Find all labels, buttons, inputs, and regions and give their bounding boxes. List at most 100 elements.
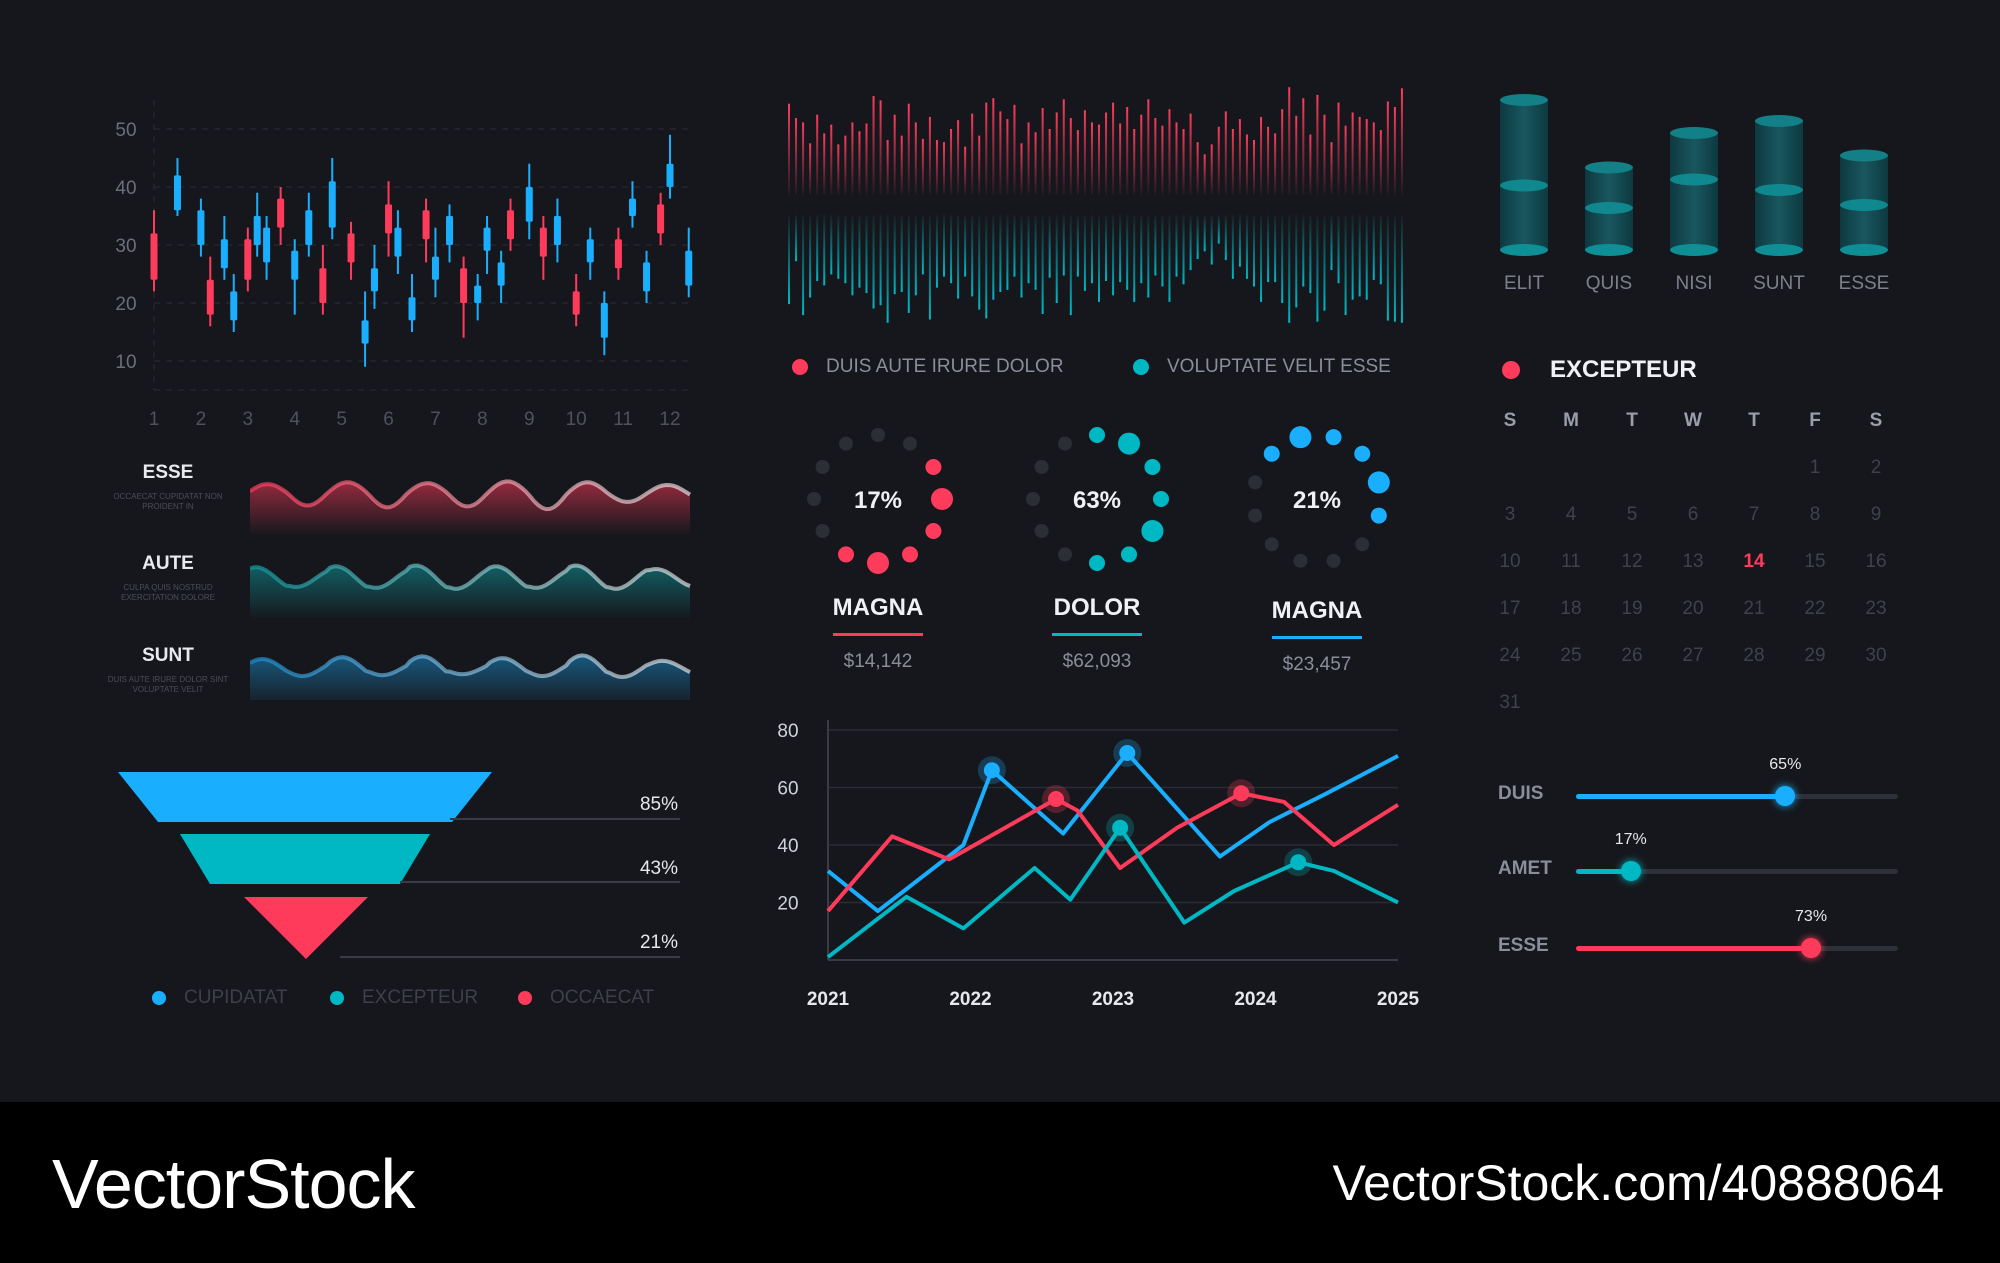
- calendar-weekday: W: [1684, 410, 1702, 431]
- calendar-day[interactable]: 25: [1560, 645, 1582, 666]
- spectrum-bar-cyan: [1133, 215, 1136, 302]
- spectrum-bar-red: [1253, 140, 1255, 195]
- cylinder-body: [1500, 100, 1548, 250]
- spectrum-bar-cyan: [1274, 215, 1277, 283]
- wave-line: [250, 479, 692, 512]
- calendar-day[interactable]: 9: [1870, 504, 1882, 525]
- spectrum-bar-cyan: [816, 215, 819, 281]
- slider-knob[interactable]: [1620, 861, 1641, 881]
- wave-subtitle: OCCAECAT CUPIDATAT NON PROIDENT IN: [113, 492, 223, 511]
- calendar-day[interactable]: 29: [1804, 645, 1826, 666]
- calendar-day[interactable]: 5: [1626, 504, 1638, 525]
- calendar-day[interactable]: 13: [1682, 551, 1704, 572]
- y-tick-label: 30: [115, 236, 136, 257]
- calendar-day[interactable]: 18: [1560, 598, 1582, 619]
- calendar-day[interactable]: 30: [1865, 645, 1887, 666]
- spectrum-bar-cyan: [1302, 215, 1305, 287]
- candle-body: [474, 285, 482, 303]
- spectrum-bar-cyan: [1365, 215, 1368, 300]
- wave-label-aute: AUTE CULPA QUIS NOSTRUD EXERCITATION DOL…: [100, 553, 236, 603]
- slider-fill: [1576, 869, 1631, 874]
- spectrum-bar-cyan: [830, 215, 833, 275]
- spectrum-bar-cyan: [1323, 215, 1326, 311]
- line-chart: 20 40 60 80 2021 2022 2023 2024 2025: [777, 720, 1420, 1010]
- ring-dot: [1248, 475, 1263, 490]
- calendar-day[interactable]: 23: [1865, 598, 1887, 619]
- funnel-legend-excepteur: EXCEPTEUR: [330, 987, 478, 1009]
- spectrum-bar-red: [893, 114, 896, 195]
- calendar-day[interactable]: 14: [1743, 551, 1765, 572]
- wave-subtitle: CULPA QUIS NOSTRUD EXERCITATION DOLORE: [121, 583, 215, 602]
- ring-dot: [1354, 445, 1371, 462]
- spectrum-bar-red: [1358, 116, 1361, 195]
- spectrum-bar-cyan: [788, 215, 790, 305]
- calendar-day[interactable]: 8: [1809, 504, 1821, 525]
- ring-dot: [925, 459, 942, 475]
- ring-dot: [1034, 460, 1049, 474]
- spectrum-bar-cyan: [957, 215, 960, 299]
- ring-dot: [925, 523, 942, 539]
- calendar-day[interactable]: 28: [1743, 645, 1765, 666]
- spectrum-bar-red: [1098, 124, 1100, 195]
- spectrum-bar-red: [943, 142, 945, 195]
- calendar-day[interactable]: 21: [1743, 598, 1765, 619]
- calendar-day[interactable]: 10: [1499, 551, 1521, 572]
- spectrum-bar-red: [1154, 118, 1157, 195]
- calendar-day[interactable]: 17: [1499, 598, 1521, 619]
- y-tick-label: 50: [115, 120, 136, 141]
- candle-body: [277, 198, 285, 228]
- spectrum-bar-red: [1323, 114, 1326, 195]
- spectrum-bar-red: [1069, 118, 1072, 195]
- spectrum-bar-red: [1083, 110, 1086, 195]
- calendar-day[interactable]: 12: [1621, 551, 1643, 572]
- candle-body: [263, 227, 271, 263]
- calendar-day[interactable]: 16: [1865, 551, 1887, 572]
- x-tick-label: 2023: [1092, 989, 1134, 1010]
- candle-body: [572, 291, 580, 315]
- spectrum-bar-cyan: [999, 215, 1002, 292]
- spectrum-bar-cyan: [914, 215, 917, 296]
- spectrum-bar-red: [1203, 154, 1206, 195]
- calendar-day[interactable]: 1: [1809, 457, 1821, 478]
- candle-body: [685, 250, 693, 286]
- red-dot-icon: [518, 991, 532, 1005]
- spectrum-bar-cyan: [1267, 215, 1270, 283]
- calendar-day[interactable]: 31: [1499, 692, 1521, 713]
- spectrum-legend-red: DUIS AUTE IRURE DOLOR: [792, 356, 1064, 378]
- calendar-day[interactable]: 7: [1748, 504, 1760, 525]
- calendar-day[interactable]: 6: [1687, 504, 1699, 525]
- ring-dot: [1118, 432, 1140, 455]
- calendar-day[interactable]: 27: [1682, 645, 1704, 666]
- spectrum-bar-cyan: [1020, 215, 1023, 298]
- brand-url: VectorStock.com/40888064: [1332, 1155, 1945, 1211]
- calendar-day[interactable]: 19: [1621, 598, 1643, 619]
- calendar-day[interactable]: 26: [1621, 645, 1643, 666]
- spectrum-bar-cyan: [1006, 215, 1009, 290]
- wave-title: AUTE: [142, 553, 194, 574]
- spectrum-bar-cyan: [865, 215, 868, 294]
- spectrum-bar-cyan: [1245, 215, 1248, 279]
- candle-body: [431, 256, 439, 280]
- calendar-day[interactable]: 4: [1565, 504, 1577, 525]
- cylinder-label: SUNT: [1753, 273, 1805, 294]
- spectrum-bar-red: [1393, 107, 1396, 195]
- candle-body: [460, 268, 468, 303]
- calendar-day[interactable]: 15: [1804, 551, 1826, 572]
- calendar-day[interactable]: 3: [1504, 504, 1516, 525]
- slider-knob[interactable]: [1775, 786, 1796, 806]
- slider-label: DUIS: [1498, 783, 1544, 804]
- cylinder-chart: ELIT QUIS NISI SUNT ESSE: [1500, 94, 1889, 294]
- calendar-day[interactable]: 2: [1870, 457, 1882, 478]
- slider-track[interactable]: 65%: [1576, 756, 1898, 806]
- spectrum-bar-red: [1182, 129, 1185, 195]
- candle-body: [408, 297, 416, 321]
- slider-track[interactable]: 73%: [1576, 908, 1898, 958]
- slider-track[interactable]: 17%: [1576, 831, 1898, 881]
- calendar-day[interactable]: 24: [1499, 645, 1521, 666]
- slider-knob[interactable]: [1801, 938, 1822, 958]
- calendar-day[interactable]: 20: [1682, 598, 1704, 619]
- calendar-day[interactable]: 22: [1804, 598, 1826, 619]
- funnel-percent-label: 85%: [640, 794, 678, 815]
- spectrum-bar-red: [1288, 87, 1291, 195]
- calendar-day[interactable]: 11: [1561, 551, 1581, 572]
